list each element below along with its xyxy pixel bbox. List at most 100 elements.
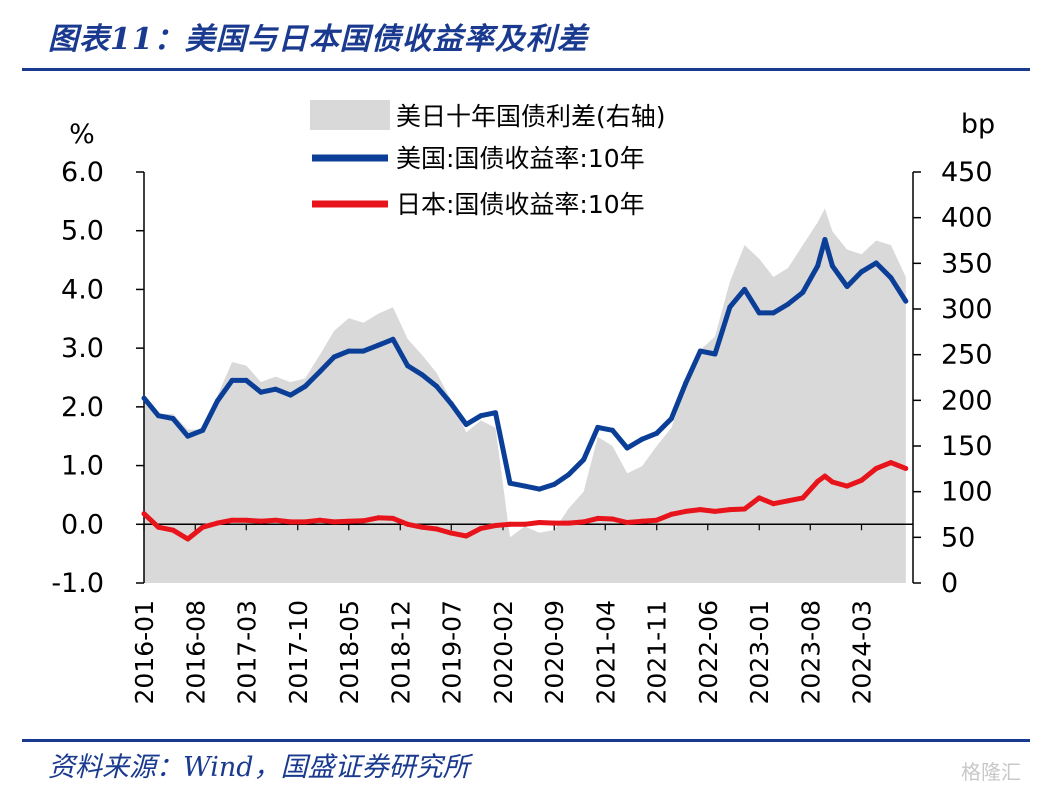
jp-10y-point (405, 521, 411, 527)
x-tick-label: 2018-05 (335, 600, 364, 704)
us-10y-point (522, 483, 528, 489)
y-left-tick-label: 5.0 (61, 216, 104, 247)
us-10y-point (829, 263, 835, 269)
jp-10y-point (697, 507, 703, 513)
jp-10y-point (888, 460, 894, 466)
jp-10y-point (155, 524, 161, 530)
us-10y-point (390, 336, 396, 342)
jp-10y-point (785, 498, 791, 504)
y-right-tick-label: 50 (941, 522, 975, 553)
jp-10y-point (770, 501, 776, 507)
x-tick-label: 2021-11 (643, 600, 672, 704)
us-10y-point (903, 298, 909, 304)
us-10y-point (822, 237, 828, 242)
us-10y-point (624, 445, 630, 451)
y-right-tick-label: 350 (941, 248, 993, 279)
spread-area (144, 208, 906, 583)
x-tick-label: 2016-01 (130, 600, 159, 704)
jp-10y-point (683, 508, 689, 514)
us-10y-point (258, 389, 264, 395)
us-10y-point (346, 348, 352, 354)
us-10y-point (712, 351, 718, 357)
jp-10y-point (566, 520, 572, 526)
y-axis-left-unit: % (69, 119, 95, 150)
y-right-tick-label: 200 (941, 385, 993, 416)
jp-10y-point (668, 511, 674, 517)
jp-10y-point (185, 536, 191, 542)
jp-10y-point (815, 478, 821, 484)
x-tick-label: 2017-03 (232, 600, 261, 704)
jp-10y-point (581, 519, 587, 525)
jp-10y-point (331, 519, 337, 525)
jp-10y-point (288, 519, 293, 525)
x-tick-label: 2023-08 (796, 600, 825, 704)
jp-10y-point (243, 517, 249, 523)
us-10y-point (273, 386, 279, 392)
jp-10y-point (800, 495, 806, 501)
jp-10y-point (419, 524, 425, 530)
jp-10y-point (200, 524, 206, 530)
jp-10y-point (859, 477, 864, 483)
x-tick-label: 2024-03 (848, 600, 877, 704)
spread-area-layer (144, 208, 906, 583)
y-left-tick-label: 3.0 (61, 333, 104, 364)
y-left-tick-label: 2.0 (61, 392, 104, 423)
watermark: 格隆汇 (961, 760, 1021, 784)
us-10y-point (302, 383, 308, 389)
y-left-tick-label: -1.0 (51, 568, 104, 599)
legend-label: 日本:国债收益率:10年 (396, 190, 645, 219)
us-10y-point (566, 471, 572, 477)
jp-10y-point (610, 516, 615, 522)
us-10y-point (375, 342, 381, 348)
jp-10y-point (448, 530, 454, 536)
jp-10y-point (654, 517, 660, 523)
y-axis-right-unit: bp (961, 109, 995, 140)
jp-10y-point (317, 517, 323, 523)
jp-10y-point (903, 466, 909, 471)
jp-10y-point (639, 518, 645, 524)
jp-10y-point (214, 520, 220, 526)
x-tick-label: 2019-07 (437, 600, 466, 704)
jp-10y-point (360, 518, 366, 524)
y-right-tick-label: 450 (941, 157, 993, 188)
footer-rule (22, 739, 1030, 742)
us-10y-point (507, 480, 513, 486)
us-10y-point (448, 401, 454, 407)
jp-10y-point (141, 511, 147, 517)
us-10y-point (463, 422, 469, 427)
y-left-tick-label: 6.0 (61, 157, 104, 188)
us-10y-point (185, 433, 191, 439)
jp-10y-point (522, 521, 528, 527)
us-10y-point (288, 392, 293, 398)
us-10y-point (859, 269, 864, 275)
us-10y-point (610, 427, 615, 433)
us-10y-point (742, 286, 748, 292)
legend-label: 美国:国债收益率:10年 (396, 144, 645, 173)
jp-10y-point (844, 483, 850, 489)
us-10y-point (419, 372, 425, 378)
us-10y-point (141, 395, 147, 401)
jp-10y-point (493, 523, 498, 528)
y-right-tick-label: 0 (941, 568, 958, 599)
jp-10y-point (873, 466, 879, 471)
jp-10y-point (756, 495, 762, 501)
us-10y-point (200, 427, 206, 433)
jp-10y-point (346, 518, 352, 524)
y-right-tick-label: 100 (941, 477, 993, 508)
source-note: 资料来源：Wind，国盛证券研究所 (48, 752, 470, 783)
us-10y-point (785, 301, 791, 307)
y-right-tick-label: 250 (941, 340, 993, 371)
jp-10y-point (229, 517, 235, 523)
us-10y-point (639, 436, 645, 442)
us-10y-point (214, 398, 220, 404)
chart-title: 图表11：美国与日本国债收益率及利差 (48, 22, 588, 57)
us-10y-point (360, 348, 366, 354)
us-10y-point (405, 363, 411, 369)
jp-10y-point (507, 521, 513, 527)
us-10y-point (434, 383, 440, 389)
y-left-tick-label: 4.0 (61, 274, 104, 305)
us-10y-point (170, 416, 176, 422)
us-10y-point (873, 260, 879, 266)
y-left-tick-label: 1.0 (61, 451, 104, 482)
